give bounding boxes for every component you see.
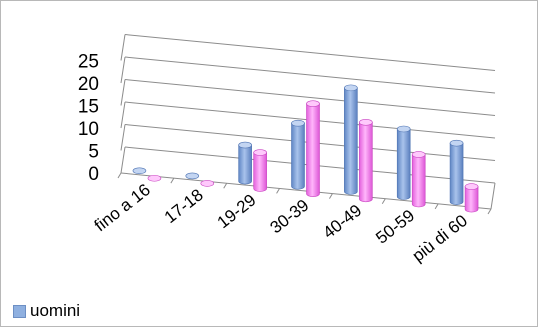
y-tick-label: 15 [78,97,99,118]
bar-series-2-17-18 [200,180,215,187]
gridline [124,56,496,94]
x-tick [434,203,439,210]
x-tick-label: 30-39 [266,196,312,238]
y-tick-label: 20 [78,74,99,95]
gridline-depth [120,101,126,129]
gridline-depth [120,56,126,84]
floor-edge [120,172,492,210]
bar-series-2-50-59 [411,151,426,208]
y-tick-label: 10 [78,119,99,140]
bar-uomini-fino-a-16 [132,167,147,175]
bar-series-2-19-29 [253,149,267,192]
bar-series-2-fino-a-16 [147,174,162,182]
bar-uomini-19-29 [238,141,252,185]
x-tick-label: 40-49 [319,201,365,243]
floor-side [490,182,496,210]
x-tick-label: più di 60 [409,211,471,266]
bar-uomini-30-39 [291,119,305,190]
x-tick-label: 19-29 [214,190,260,232]
gridline [124,34,496,71]
gridline-depth [120,79,126,106]
x-tick [487,208,492,215]
x-tick [117,172,122,179]
y-tick-label: 5 [88,142,99,163]
bar-uomini-17-18 [185,172,200,180]
bar-series-2-30-39 [306,100,320,197]
x-tick [328,193,333,199]
bar-uomini-più-di-60 [449,139,464,205]
x-tick [276,188,281,194]
y-tick-label: 25 [78,52,99,73]
x-tick-label: 50-59 [372,206,418,248]
legend: uomini [13,301,80,321]
gridline-depth [120,34,126,61]
y-tick-label: 0 [88,164,99,185]
x-tick [223,183,228,189]
x-tick [381,198,386,204]
x-tick-label: fino a 16 [91,180,154,235]
legend-label-uomini: uomini [30,301,81,320]
x-tick [170,177,175,184]
gridline-depth [120,146,126,174]
bar-uomini-50-59 [396,125,411,200]
bar-series-2-più-di-60 [464,183,479,213]
bar-series-2-40-49 [359,119,373,203]
bar-uomini-40-49 [344,84,358,195]
gridline-depth [120,124,126,151]
x-tick-label: 17-18 [161,185,207,227]
gridline [124,79,496,116]
legend-swatch-uomini [13,304,26,318]
